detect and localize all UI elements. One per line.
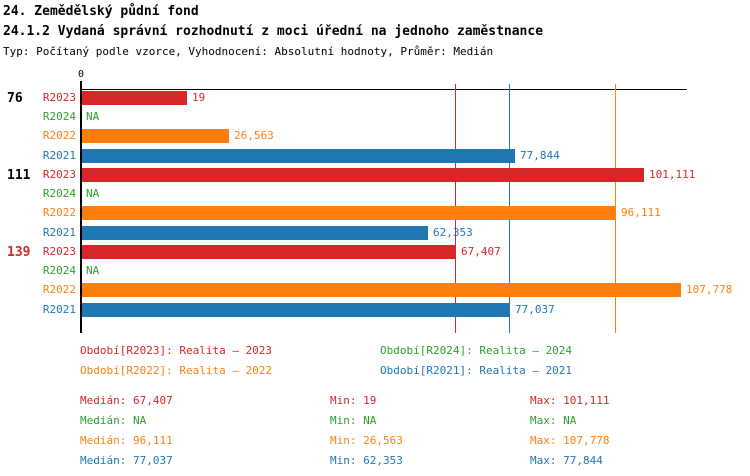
bar-value-label: 67,407 [461,245,501,258]
bar-value-label: 96,111 [621,206,661,219]
row-label: R2021 [42,226,76,239]
row-label: R2021 [42,303,76,316]
group-label-111: 111 [7,168,31,183]
y-axis-line [80,81,82,333]
bar-value-label: 77,037 [515,303,555,316]
bar-row: R2022 26,563 [0,129,750,143]
bar-r2021 [82,149,515,163]
page-title: 24. Zemědělský půdní fond [3,4,199,19]
stat-max-r2024: Max: NA [530,414,577,427]
bar-value-label: NA [86,264,100,277]
bar-value-label: 101,111 [649,168,696,181]
bar-r2021 [82,303,510,317]
group-label-139: 139 [7,245,31,260]
stat-min-r2022: Min: 26,563 [330,434,403,447]
bar-r2023 [82,91,187,105]
bar-r2022 [82,206,616,220]
stat-min-r2024: Min: NA [330,414,377,427]
bar-row: R2021 77,844 [0,149,750,163]
row-label: R2022 [42,206,76,219]
row-label: R2024 [42,187,76,200]
bar-value-label: 107,778 [686,283,733,296]
stat-min-r2021: Min: 62,353 [330,454,403,467]
bar-r2023 [82,245,456,259]
stat-min-r2023: Min: 19 [330,394,377,407]
stat-max-r2021: Max: 77,844 [530,454,603,467]
chart-subtitle: Typ: Počítaný podle vzorce, Vyhodnocení:… [3,45,494,58]
bar-value-label: 26,563 [234,129,274,142]
bar-row: R2024 NA [0,110,750,124]
row-label: R2024 [42,110,76,123]
stat-median-r2021: Medián: 77,037 [80,454,173,467]
stat-max-r2023: Max: 101,111 [530,394,610,407]
chart-title: 24.1.2 Vydaná správní rozhodnutí z moci … [3,24,544,39]
bar-value-label: 77,844 [520,149,560,162]
bar-row: R2021 62,353 [0,226,750,240]
row-label: R2022 [42,283,76,296]
row-label: R2024 [42,264,76,277]
bar-row: R2022 107,778 [0,283,750,297]
x-axis-zero-tick-label: 0 [77,69,85,80]
stat-median-r2022: Medián: 96,111 [80,434,173,447]
row-label: R2023 [42,245,76,258]
stat-max-r2022: Max: 107,778 [530,434,610,447]
legend-item-r2024: Období[R2024]: Realita – 2024 [380,344,573,357]
stat-median-r2023: Medián: 67,407 [80,394,173,407]
plot-top-border [80,89,687,90]
bar-row: R2024 NA [0,264,750,278]
bar-row: R2024 NA [0,187,750,201]
row-label: R2023 [42,91,76,104]
row-label: R2021 [42,149,76,162]
legend-item-r2022: Období[R2022]: Realita – 2022 [80,364,273,377]
bar-value-label: 19 [192,91,206,104]
bar-value-label: NA [86,187,100,200]
legend-item-r2021: Období[R2021]: Realita – 2021 [380,364,573,377]
bar-r2022 [82,283,681,297]
row-label: R2022 [42,129,76,142]
bar-row: R2023 67,407 [0,245,750,259]
bar-row: R2023 19 [0,91,750,105]
bar-r2022 [82,129,229,143]
bar-value-label: 62,353 [433,226,473,239]
bar-row: R2023 101,111 [0,168,750,182]
stat-median-r2024: Medián: NA [80,414,147,427]
bar-r2021 [82,226,428,240]
bar-row: R2021 77,037 [0,303,750,317]
legend-item-r2023: Období[R2023]: Realita – 2023 [80,344,273,357]
bar-value-label: NA [86,110,100,123]
bar-r2023 [82,168,644,182]
bar-row: R2022 96,111 [0,206,750,220]
row-label: R2023 [42,168,76,181]
group-label-76: 76 [7,91,23,106]
